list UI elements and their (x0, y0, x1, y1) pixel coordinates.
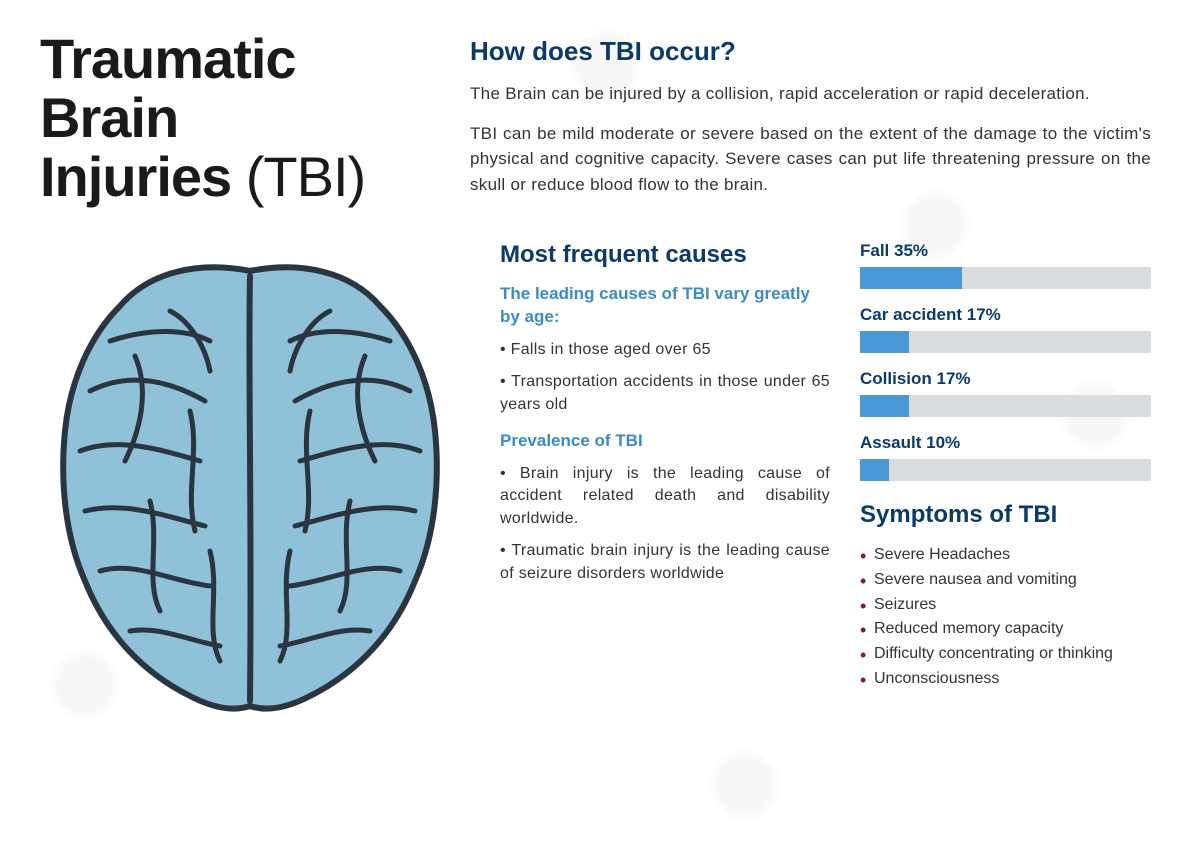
title-block: Traumatic Brain Injuries (TBI) (40, 30, 440, 211)
title-line2: Brain (40, 86, 178, 149)
symptom-item: Unconsciousness (860, 667, 1151, 692)
bullet-item: Traumatic brain injury is the leading ca… (500, 540, 830, 585)
bar-track (860, 459, 1151, 481)
bar-label: Car accident 17% (860, 305, 1151, 325)
brain-icon (40, 251, 460, 721)
title-line3-bold: Injuries (40, 145, 231, 208)
content-row: Most frequent causes The leading causes … (40, 241, 1151, 726)
symptom-item: Difficulty concentrating or thinking (860, 642, 1151, 667)
causes-sub2: Prevalence of TBI (500, 430, 830, 453)
causes-bullets-1: Falls in those aged over 65 Transportatio… (500, 339, 830, 416)
bar-group: Car accident 17% (860, 305, 1151, 353)
bar-label: Collision 17% (860, 369, 1151, 389)
bar-track (860, 331, 1151, 353)
causes-bullets-2: Brain injury is the leading cause of acc… (500, 463, 830, 585)
title-line3-light: (TBI) (231, 145, 365, 208)
bar-fill (860, 267, 962, 289)
main-title: Traumatic Brain Injuries (TBI) (40, 30, 440, 206)
symptom-list: Severe HeadachesSevere nausea and vomiti… (860, 543, 1151, 692)
bar-label: Assault 10% (860, 433, 1151, 453)
symptom-item: Severe nausea and vomiting (860, 568, 1151, 593)
intro-para-1: The Brain can be injured by a collision,… (470, 81, 1151, 107)
symptom-item: Seizures (860, 593, 1151, 618)
bullet-item: Transportation accidents in those under … (500, 371, 830, 416)
intro-heading: How does TBI occur? (470, 36, 1151, 67)
causes-column: Most frequent causes The leading causes … (500, 241, 830, 726)
right-column: Fall 35% Car accident 17% Collision 17% Ass… (860, 241, 1151, 726)
bar-track (860, 395, 1151, 417)
bullet-item: Falls in those aged over 65 (500, 339, 830, 361)
bar-fill (860, 395, 909, 417)
bar-track (860, 267, 1151, 289)
intro-block: How does TBI occur? The Brain can be inj… (470, 30, 1151, 211)
brain-column (40, 241, 470, 726)
bar-group: Fall 35% (860, 241, 1151, 289)
symptom-item: Severe Headaches (860, 543, 1151, 568)
bar-group: Assault 10% (860, 433, 1151, 481)
symptoms-heading: Symptoms of TBI (860, 501, 1151, 529)
causes-bar-chart: Fall 35% Car accident 17% Collision 17% Ass… (860, 241, 1151, 481)
bullet-item: Brain injury is the leading cause of acc… (500, 463, 830, 530)
bar-fill (860, 331, 909, 353)
bar-fill (860, 459, 889, 481)
symptom-item: Reduced memory capacity (860, 617, 1151, 642)
intro-para-2: TBI can be mild moderate or severe based… (470, 121, 1151, 198)
title-line1: Traumatic (40, 27, 296, 90)
bar-group: Collision 17% (860, 369, 1151, 417)
header-row: Traumatic Brain Injuries (TBI) How does … (40, 30, 1151, 211)
causes-heading: Most frequent causes (500, 241, 830, 269)
causes-sub1: The leading causes of TBI vary greatly b… (500, 283, 830, 329)
bar-label: Fall 35% (860, 241, 1151, 261)
